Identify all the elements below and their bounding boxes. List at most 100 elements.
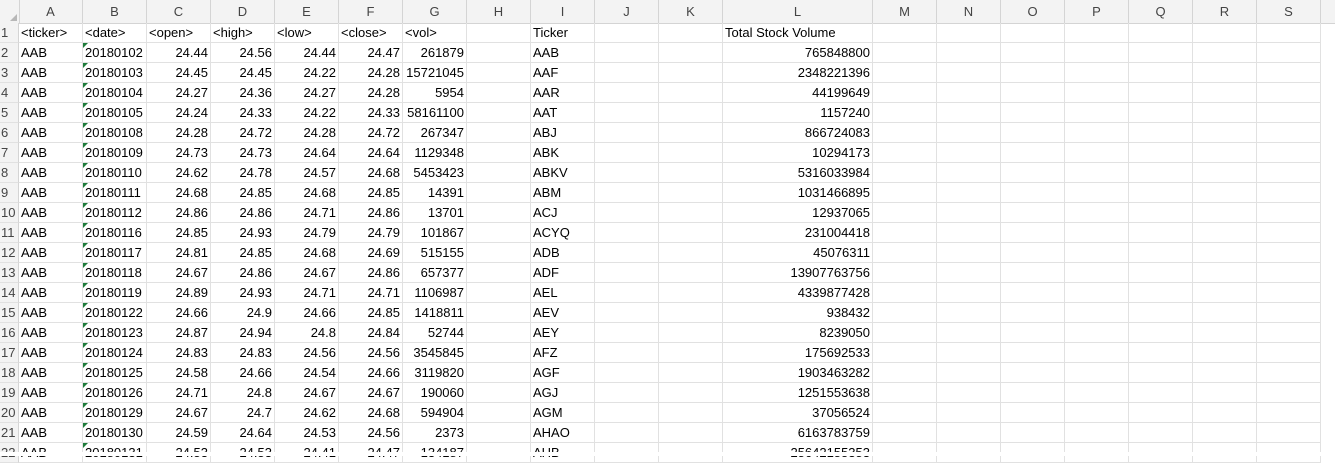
cell-total-volume[interactable]: 1031466895 (723, 183, 873, 203)
cell-empty[interactable] (873, 343, 937, 363)
cell-open[interactable]: 24.67 (147, 263, 211, 283)
cell-empty[interactable] (873, 283, 937, 303)
cell-total-volume[interactable]: 45076311 (723, 243, 873, 263)
cell-empty[interactable] (467, 43, 531, 63)
cell-empty[interactable] (1257, 103, 1321, 123)
cell-empty[interactable] (1193, 43, 1257, 63)
cell-empty[interactable] (1065, 263, 1129, 283)
cell-empty[interactable] (659, 303, 723, 323)
cell-high[interactable]: 24.64 (211, 423, 275, 443)
cell-empty[interactable] (659, 43, 723, 63)
cell-empty[interactable] (1257, 383, 1321, 403)
cell-empty[interactable] (937, 383, 1001, 403)
cell-high[interactable]: 24.9 (211, 303, 275, 323)
cell-empty[interactable] (1001, 423, 1065, 443)
cell-empty[interactable] (467, 163, 531, 183)
cell-empty[interactable] (937, 43, 1001, 63)
cell-date[interactable]: 20180119 (83, 283, 147, 303)
cell-summary-ticker[interactable]: AAB (531, 43, 595, 63)
cell-empty[interactable] (1129, 283, 1193, 303)
cell-ticker[interactable]: AAB (19, 423, 83, 443)
cell-empty[interactable] (595, 163, 659, 183)
cell-open[interactable]: 24.59 (147, 423, 211, 443)
cell-open[interactable]: 24.44 (147, 43, 211, 63)
column-header-h[interactable]: H (467, 0, 531, 23)
cell-empty[interactable] (659, 103, 723, 123)
cell-empty[interactable] (467, 143, 531, 163)
cell-empty[interactable] (1257, 263, 1321, 283)
cell-empty[interactable] (1065, 83, 1129, 103)
cell-ticker[interactable]: AAB (19, 243, 83, 263)
cell-open[interactable]: 24.81 (147, 243, 211, 263)
cell-summary-ticker[interactable]: AAR (531, 83, 595, 103)
select-all-button[interactable] (0, 0, 20, 23)
cell-empty[interactable] (659, 263, 723, 283)
cell-empty[interactable] (873, 223, 937, 243)
cell-empty[interactable] (1193, 103, 1257, 123)
column-header-p[interactable]: P (1065, 0, 1129, 23)
cell-vol[interactable]: 3119820 (403, 363, 467, 383)
cell-close[interactable]: 24.71 (339, 283, 403, 303)
cell-summary-ticker[interactable]: AEY (531, 323, 595, 343)
cell-summary-ticker[interactable]: ADB (531, 243, 595, 263)
cell-empty[interactable] (1193, 323, 1257, 343)
cell-empty[interactable] (1129, 243, 1193, 263)
column-header-g[interactable]: G (403, 0, 467, 23)
cell-high[interactable]: 24.86 (211, 203, 275, 223)
row-header[interactable]: 13 (0, 263, 19, 283)
cell-high[interactable]: 24.93 (211, 223, 275, 243)
cell-empty[interactable] (1001, 23, 1065, 43)
cell-ticker[interactable]: AAB (19, 343, 83, 363)
cell-empty[interactable] (595, 243, 659, 263)
cell-vol[interactable]: 1106987 (403, 283, 467, 303)
cell-close[interactable]: 24.86 (339, 203, 403, 223)
cell-empty[interactable] (1001, 223, 1065, 243)
cell-empty[interactable] (1065, 403, 1129, 423)
cell-empty[interactable] (1129, 423, 1193, 443)
cell-vol[interactable]: 58161100 (403, 103, 467, 123)
cell-ticker[interactable]: AAB (19, 403, 83, 423)
column-header-q[interactable]: Q (1129, 0, 1193, 23)
cell-total-volume[interactable]: 13907763756 (723, 263, 873, 283)
cell-empty[interactable] (873, 263, 937, 283)
cell-empty[interactable] (1001, 203, 1065, 223)
cell-empty[interactable] (1193, 363, 1257, 383)
cell-empty[interactable] (1193, 283, 1257, 303)
cell-high[interactable]: 24.33 (211, 103, 275, 123)
cell-empty[interactable] (595, 303, 659, 323)
cell-low[interactable]: 24.62 (275, 403, 339, 423)
cell-empty[interactable] (1129, 23, 1193, 43)
cell-total-volume[interactable]: 765848800 (723, 43, 873, 63)
cell-empty[interactable] (659, 83, 723, 103)
cell-low-header[interactable]: <low> (275, 23, 339, 43)
cell-date[interactable]: 20180110 (83, 163, 147, 183)
cell-total-volume[interactable]: 5316033984 (723, 163, 873, 183)
cell-empty[interactable] (1001, 183, 1065, 203)
cell-empty[interactable] (937, 23, 1001, 43)
cell-empty[interactable] (1001, 363, 1065, 383)
cell-date[interactable]: 20180108 (83, 123, 147, 143)
cell-empty[interactable] (467, 323, 531, 343)
cell-empty[interactable] (937, 143, 1001, 163)
cell-empty[interactable] (1129, 363, 1193, 383)
cell-empty[interactable] (659, 63, 723, 83)
cell-ticker[interactable]: AAB (19, 43, 83, 63)
cell-empty[interactable] (1129, 343, 1193, 363)
row-header[interactable]: 21 (0, 423, 19, 443)
row-header[interactable]: 16 (0, 323, 19, 343)
cell-empty[interactable] (595, 223, 659, 243)
cell-low[interactable]: 24.71 (275, 203, 339, 223)
cell-empty[interactable] (467, 303, 531, 323)
cell-empty[interactable] (1065, 143, 1129, 163)
cell-date[interactable]: 20180111 (83, 183, 147, 203)
cell-low[interactable]: 24.56 (275, 343, 339, 363)
cell-empty[interactable] (1129, 163, 1193, 183)
cell-empty[interactable] (873, 43, 937, 63)
cell-empty[interactable] (659, 163, 723, 183)
cell-empty[interactable] (1257, 43, 1321, 63)
cell-empty[interactable] (937, 83, 1001, 103)
cell-empty[interactable] (1193, 303, 1257, 323)
cell-empty[interactable] (1193, 163, 1257, 183)
cell-empty[interactable] (1001, 143, 1065, 163)
cell-empty[interactable] (937, 63, 1001, 83)
